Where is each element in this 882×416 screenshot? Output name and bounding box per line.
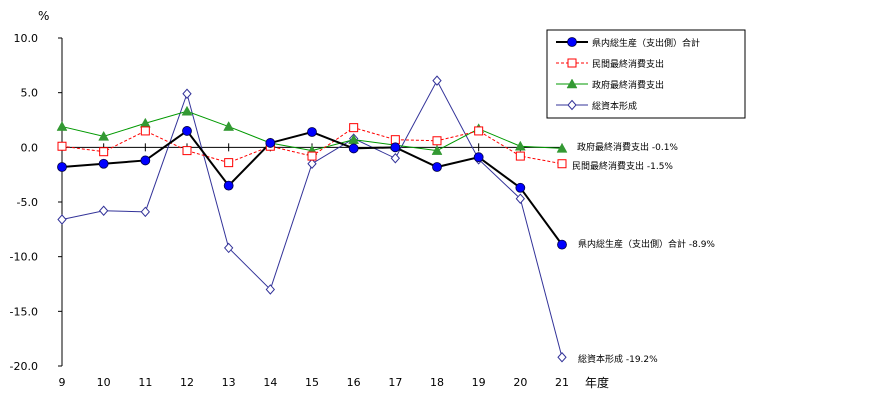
- data-point: [390, 142, 401, 153]
- data-point: [182, 88, 192, 100]
- x-tick-label: 10: [97, 376, 111, 389]
- data-point: [223, 121, 235, 131]
- x-tick-label: 19: [472, 376, 486, 389]
- x-tick-labels: 9 10 11 12 13 14 15 16 17 18 19 20 21: [59, 376, 570, 389]
- x-tick-label: 17: [388, 376, 402, 389]
- data-point: [431, 145, 443, 155]
- series-end-label: 政府最終消費支出 -0.1%: [577, 141, 678, 153]
- data-point: [307, 158, 317, 169]
- data-point: [56, 121, 68, 131]
- data-point: [556, 142, 568, 153]
- x-tick-label: 12: [180, 376, 194, 389]
- y-tick-label: -15.0: [10, 305, 38, 318]
- data-point: [99, 147, 109, 157]
- data-point: [473, 152, 484, 163]
- y-tick-label: -10.0: [10, 251, 38, 264]
- data-point: [390, 153, 401, 164]
- data-point: [348, 143, 359, 154]
- legend-entry: 政府最終消費支出: [592, 79, 664, 91]
- series-end-label: 総資本形成 -19.2%: [578, 353, 658, 365]
- data-point: [557, 352, 567, 363]
- data-point: [265, 284, 276, 295]
- data-point: [57, 162, 67, 172]
- data-point: [140, 206, 151, 218]
- x-tick-label: 9: [59, 376, 66, 389]
- y-tick-label: 5.0: [21, 87, 39, 100]
- legend-swatch-marker: [567, 37, 577, 47]
- data-point: [432, 136, 442, 146]
- data-point: [307, 151, 317, 161]
- data-point: [140, 126, 150, 136]
- x-tick-label: 18: [430, 376, 444, 389]
- legend-entry: 民間最終消費支出: [592, 58, 664, 70]
- data-point: [140, 155, 151, 166]
- x-tick-label: 13: [222, 376, 236, 389]
- data-point: [557, 159, 567, 169]
- data-point: [223, 180, 234, 191]
- data-point: [224, 158, 234, 168]
- data-point: [57, 214, 67, 225]
- data-point: [432, 162, 442, 172]
- legend-entry: 県内総生産（支出側）合計: [592, 37, 700, 49]
- legend-box: [546, 29, 746, 119]
- x-tick-label: 15: [305, 376, 319, 389]
- data-point: [515, 182, 526, 193]
- data-point: [265, 138, 276, 148]
- axes: [58, 37, 563, 367]
- legend-swatch-marker: [567, 99, 577, 111]
- end-labels: 政府最終消費支出 -0.1% 民間最終消費支出 -1.5% 県内総生産（支出側）合計…: [572, 141, 715, 365]
- y-tick-label: 0.0: [21, 141, 39, 154]
- data-point: [98, 205, 109, 216]
- data-point: [307, 127, 317, 137]
- data-point: [98, 158, 109, 169]
- series-end-label: 民間最終消費支出 -1.5%: [572, 160, 673, 172]
- data-point: [349, 123, 359, 133]
- legend-entry: 総資本形成: [592, 100, 637, 112]
- data-point: [515, 193, 526, 204]
- legend-swatch-marker: [566, 78, 578, 89]
- data-point: [474, 126, 484, 136]
- y-tick-label: 10.0: [14, 32, 39, 45]
- x-tick-label: 16: [347, 376, 361, 389]
- x-tick-label: 20: [513, 376, 527, 389]
- y-tick-label: -20.0: [10, 360, 38, 373]
- series-markers: [56, 75, 568, 363]
- data-point: [432, 75, 442, 86]
- y-tick-label: -5.0: [17, 196, 38, 209]
- data-point: [182, 146, 192, 156]
- y-unit-label: %: [38, 9, 49, 23]
- data-point: [515, 151, 525, 161]
- x-tick-label: 11: [138, 376, 152, 389]
- series-line: [61, 79, 563, 358]
- data-point: [223, 242, 234, 254]
- x-tick-label: 21: [555, 376, 569, 389]
- data-point: [98, 130, 110, 141]
- data-point: [182, 126, 192, 136]
- legend-swatch-marker: [567, 58, 577, 68]
- x-unit-label: 年度: [585, 375, 609, 390]
- data-point: [57, 141, 67, 151]
- series-end-label: 県内総生産（支出側）合計 -8.9%: [578, 238, 715, 250]
- data-point: [557, 239, 567, 250]
- data-point: [181, 105, 193, 116]
- y-tick-labels: 10.0 5.0 0.0 -5.0 -10.0 -15.0 -20.0: [10, 32, 38, 373]
- x-tick-label: 14: [263, 376, 277, 389]
- data-point: [514, 140, 526, 151]
- series-lines: [61, 79, 563, 358]
